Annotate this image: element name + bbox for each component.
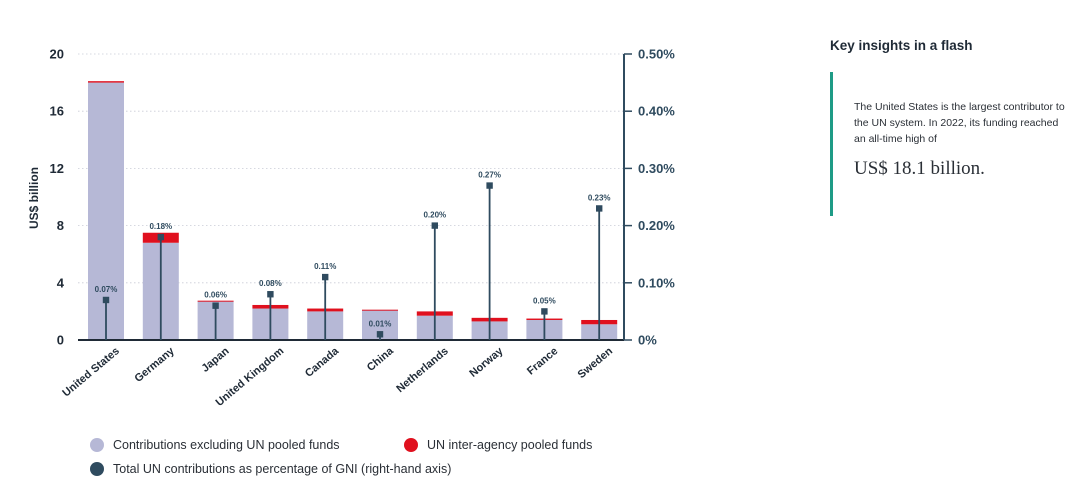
y-tick-label: 8 [57, 218, 64, 233]
bar-pooled-funds [197, 300, 234, 302]
legend-swatch-gni [90, 462, 104, 476]
gni-point [267, 291, 274, 298]
legend-item-pooled-funds: UN inter-agency pooled funds [404, 438, 592, 452]
legend-item-gni: Total UN contributions as percentage of … [90, 462, 451, 476]
y-tick-label: 16 [50, 104, 64, 119]
gni-label: 0.06% [204, 291, 227, 300]
x-tick-label: China [365, 345, 397, 374]
y-axis-title: US$ billion [27, 167, 41, 229]
legend-swatch-pooled-funds [404, 438, 418, 452]
gni-label: 0.08% [259, 279, 282, 288]
y2-tick-label: 0.20% [638, 218, 675, 233]
gni-point [322, 273, 329, 281]
y-tick-label: 4 [57, 275, 65, 290]
gni-label: 0.07% [95, 285, 118, 294]
insights-highlight: US$ 18.1 billion. [854, 158, 985, 179]
bar-pooled-funds [88, 81, 124, 83]
x-tick-label: Canada [303, 345, 342, 380]
y2-tick-label: 0.40% [638, 104, 675, 119]
gni-point [102, 296, 110, 304]
x-tick-label: Netherlands [394, 345, 450, 395]
axes: 0 4 8 12 16 20 0% 0.10% 0.20% 0.30% 0.40% 0.50% Unit… [50, 47, 676, 409]
gni-point [541, 308, 548, 315]
x-tick-label: Norway [467, 345, 506, 380]
y2-tick-label: 0.30% [638, 161, 675, 176]
x-tick-label: France [525, 345, 560, 377]
gni-label: 0.27% [478, 171, 501, 180]
gni-point [431, 222, 438, 229]
gni-markers: 0.07% 0.18% 0.06% 0.08% 0.11% 0.01% 0.20% 0.27%… [95, 171, 611, 340]
gni-label: 0.18% [149, 222, 172, 231]
gni-label: 0.05% [533, 296, 556, 305]
legend-label-pooled-funds: UN inter-agency pooled funds [427, 438, 593, 452]
gni-point [596, 205, 603, 212]
gni-point [212, 302, 219, 309]
legend-swatch-contributions [90, 438, 104, 452]
insights-text: The United States is the largest contrib… [854, 101, 1065, 145]
x-tick-label: Japan [199, 345, 231, 375]
y2-tick-label: 0.10% [638, 275, 675, 290]
x-tick-label: United States [60, 345, 122, 399]
legend-item-contributions: Contributions excluding UN pooled funds [90, 438, 340, 452]
x-tick-label: Germany [132, 345, 177, 385]
legend-label-contributions: Contributions excluding UN pooled funds [113, 438, 340, 452]
gni-point [486, 182, 493, 189]
gni-label: 0.23% [588, 193, 611, 202]
insights-body: The United States is the largest contrib… [830, 72, 1073, 216]
y2-tick-label: 0% [638, 333, 657, 348]
insights-title: Key insights in a flash [830, 38, 973, 53]
bar-pooled-funds [362, 309, 398, 311]
gni-label: 0.20% [423, 211, 446, 220]
gni-label: 0.11% [314, 262, 336, 271]
y2-tick-label: 0.50% [638, 47, 675, 62]
gni-point [376, 331, 384, 338]
x-tick-label: Sweden [576, 345, 616, 381]
gridlines [78, 53, 624, 284]
gni-point [157, 233, 164, 241]
y-tick-label: 0 [57, 333, 64, 348]
insights-panel: Key insights in a flash The United State… [830, 38, 1070, 216]
legend-label-gni: Total UN contributions as percentage of … [113, 462, 452, 476]
y-tick-label: 12 [50, 161, 64, 176]
y-tick-label: 20 [50, 47, 64, 62]
gni-label: 0.01% [369, 319, 392, 328]
